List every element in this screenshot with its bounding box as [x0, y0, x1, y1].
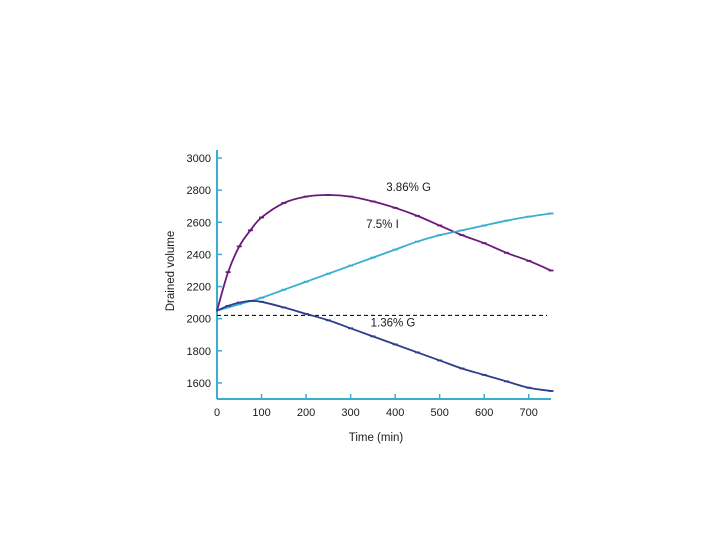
x-tick-label: 600	[475, 407, 493, 419]
series-line-7-5-i	[216, 212, 552, 312]
series-label: 3.86% G	[386, 182, 431, 194]
x-tick-label: 300	[341, 407, 359, 419]
y-tick-label: 2400	[187, 249, 211, 261]
series-label: 7.5% I	[366, 219, 399, 231]
x-tick-label: 700	[520, 407, 538, 419]
y-tick-label: 2000	[187, 314, 211, 326]
y-tick-label: 2800	[187, 185, 211, 197]
axes: 1600 1800 2000 2200 2400 2600 2800 3000 0 100 200 3…	[187, 150, 551, 419]
x-tick-label: 0	[214, 407, 220, 419]
annotations-layer: 3.86% G 7.5% I 1.36% G	[366, 182, 431, 330]
x-tick-label: 500	[430, 407, 448, 419]
x-tick-label: 200	[297, 407, 315, 419]
series-line-1-36-g	[216, 300, 552, 392]
y-tick-label: 3000	[187, 153, 211, 165]
y-tick-label: 1600	[187, 378, 211, 390]
series-label: 1.36% G	[371, 318, 416, 330]
series-layer	[216, 194, 554, 392]
y-axis-title: Drained volume	[165, 231, 177, 312]
x-tick-label: 100	[252, 407, 270, 419]
y-tick-label: 2600	[187, 217, 211, 229]
x-tick-label: 400	[386, 407, 404, 419]
x-axis-title: Time (min)	[349, 432, 404, 444]
y-tick-label: 1800	[187, 346, 211, 358]
y-tick-label: 2200	[187, 282, 211, 294]
